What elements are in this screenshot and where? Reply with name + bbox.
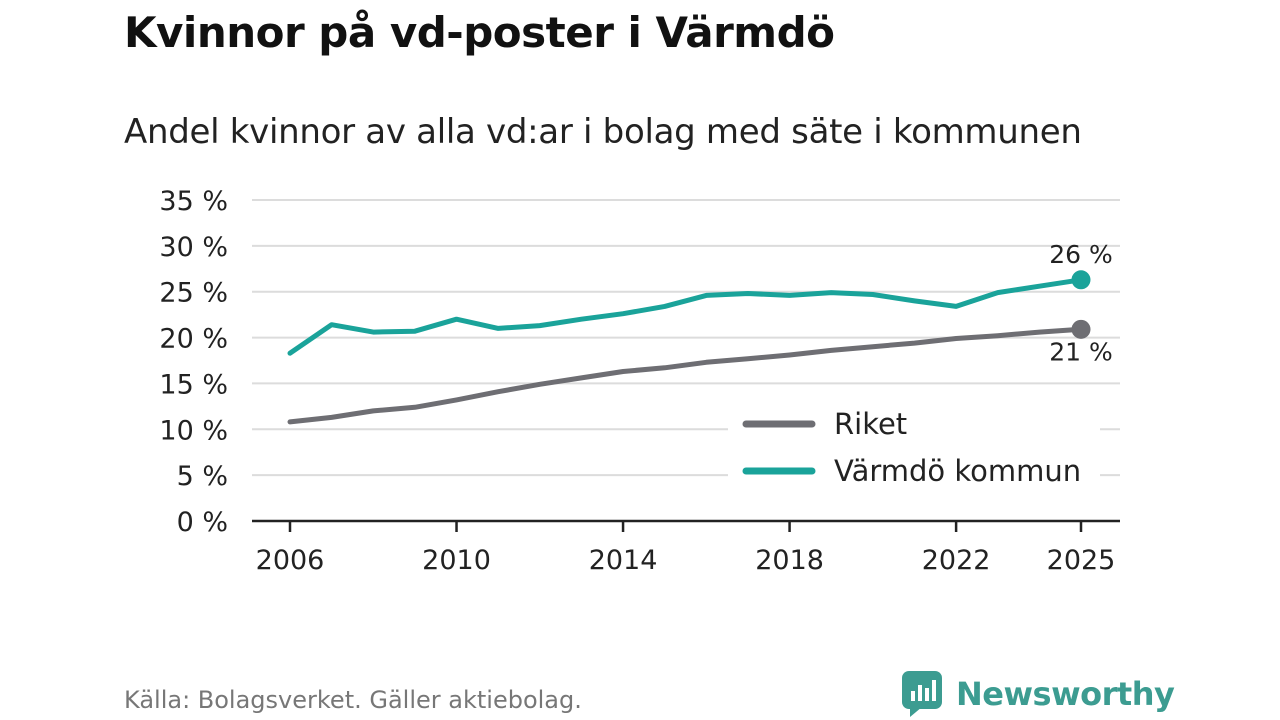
y-tick-label: 20 % [159,324,228,355]
series-end-label: 21 % [1049,337,1113,366]
series-end-point [1071,319,1091,339]
newsworthy-logo-icon [902,671,942,717]
chart-title: Kvinnor på vd-poster i Värmdö [124,8,835,57]
series-line [287,277,1084,356]
brand-logo: Newsworthy [902,670,1175,718]
y-tick-label: 0 % [177,507,228,538]
x-tick-label: 2018 [755,545,824,576]
legend-label: Riket [834,407,907,441]
series-line [287,326,1084,425]
series-end-label: 26 % [1049,240,1113,269]
y-tick-label: 35 % [159,186,228,217]
y-tick-label: 5 % [177,461,228,492]
y-tick-label: 15 % [159,369,228,400]
source-note: Källa: Bolagsverket. Gäller aktiebolag. [124,686,582,714]
x-tick-label: 2014 [589,545,658,576]
legend-label: Värmdö kommun [834,454,1081,488]
y-tick-label: 10 % [159,415,228,446]
chart-subtitle: Andel kvinnor av alla vd:ar i bolag med … [124,112,1082,152]
series-end-point [1071,270,1091,290]
x-tick-label: 2010 [422,545,491,576]
x-tick-label: 2022 [922,545,991,576]
legend-background [728,398,1100,502]
y-tick-label: 30 % [159,232,228,263]
x-tick-label: 2025 [1047,545,1116,576]
x-tick-label: 2006 [256,545,325,576]
brand-name: Newsworthy [956,675,1175,713]
y-tick-label: 25 % [159,278,228,309]
